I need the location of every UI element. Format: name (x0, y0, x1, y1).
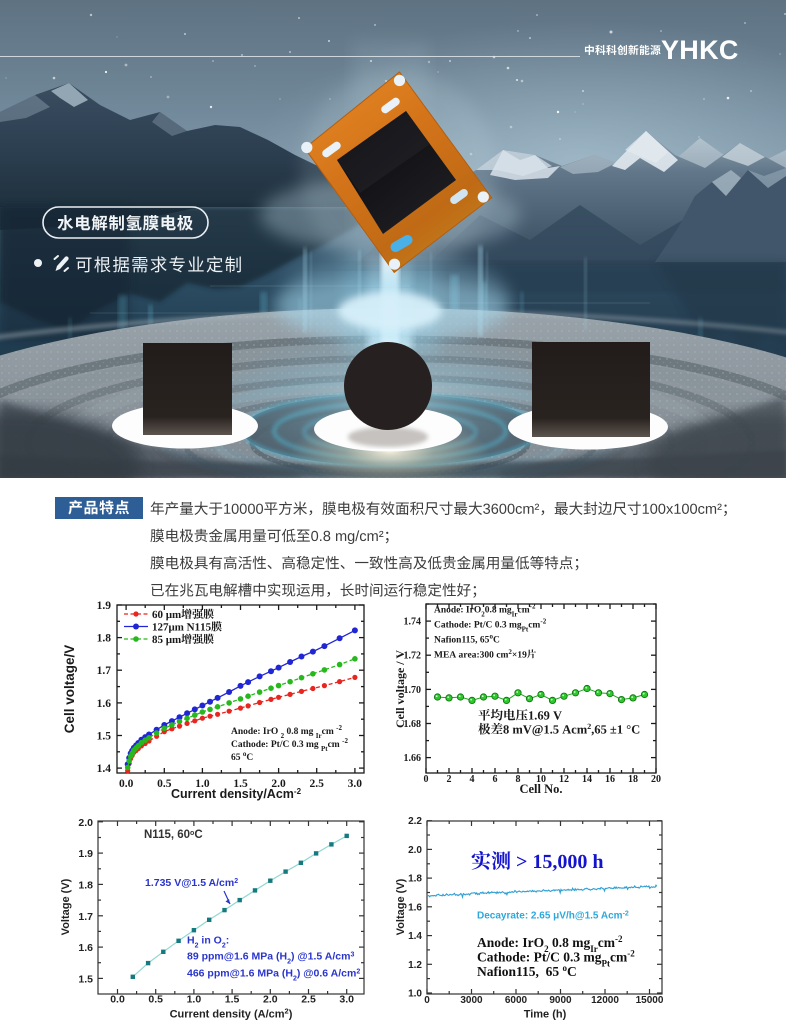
svg-text:65 oC: 65 oC (231, 750, 253, 763)
svg-text:2.2: 2.2 (408, 816, 422, 827)
svg-text:2.5: 2.5 (301, 994, 316, 1006)
svg-text:1.8: 1.8 (78, 879, 93, 891)
svg-text:1.5: 1.5 (78, 973, 93, 985)
svg-text:Anode: IrO20.8 mgIrcm-2: Anode: IrO20.8 mgIrcm-2 (434, 603, 536, 619)
svg-text:0.0: 0.0 (110, 994, 125, 1006)
svg-text:1.0: 1.0 (408, 989, 422, 1000)
svg-text:0: 0 (424, 774, 429, 785)
svg-text:2: 2 (447, 774, 452, 785)
svg-text:12: 12 (559, 774, 569, 785)
svg-text:1.8: 1.8 (97, 633, 112, 645)
svg-text:3.0: 3.0 (348, 778, 363, 790)
svg-text:1.9: 1.9 (97, 600, 112, 612)
svg-text:Anode: IrO 2 0.8 mg Ircm -2: Anode: IrO 2 0.8 mg Ircm -2 (231, 724, 342, 740)
svg-text:8: 8 (516, 774, 521, 785)
svg-text:16: 16 (605, 774, 615, 785)
svg-text:Current density/Acm-2: Current density/Acm-2 (171, 787, 302, 802)
svg-text:15000: 15000 (636, 995, 664, 1006)
svg-text:1.7: 1.7 (97, 665, 112, 677)
svg-text:1.4: 1.4 (97, 763, 112, 775)
svg-text:6000: 6000 (505, 995, 528, 1006)
svg-text:Cathode: Pt/C 0.3 mg Ptcm -2: Cathode: Pt/C 0.3 mg Ptcm -2 (231, 737, 348, 753)
svg-text:10: 10 (536, 774, 546, 785)
svg-text:1.6: 1.6 (97, 698, 112, 710)
svg-text:Anode: IrO2 0.8 mgIrcm-2: Anode: IrO2 0.8 mgIrcm-2 (477, 934, 623, 954)
svg-text:1.4: 1.4 (408, 931, 422, 942)
svg-text:1.6: 1.6 (78, 942, 93, 954)
svg-text:1.72: 1.72 (404, 651, 422, 662)
svg-text:1.2: 1.2 (408, 960, 422, 971)
svg-text:12000: 12000 (591, 995, 619, 1006)
svg-text:N115, 60oC: N115, 60oC (144, 829, 203, 841)
svg-text:466 ppm@1.6 MPa (H2) @0.6 A/cm: 466 ppm@1.6 MPa (H2) @0.6 A/cm2 (187, 968, 360, 983)
svg-text:0.0: 0.0 (119, 778, 134, 790)
svg-text:1.5: 1.5 (233, 778, 248, 790)
svg-text:2.0: 2.0 (263, 994, 278, 1006)
svg-text:89 ppm@1.6 MPa (H2) @1.5 A/cm3: 89 ppm@1.6 MPa (H2) @1.5 A/cm3 (187, 951, 354, 966)
svg-text:1.6: 1.6 (408, 902, 422, 913)
svg-text:2.0: 2.0 (78, 817, 93, 829)
svg-text:1.66: 1.66 (404, 753, 422, 764)
svg-text:1.7: 1.7 (78, 911, 93, 923)
svg-text:2.0: 2.0 (408, 845, 422, 856)
svg-text:1.74: 1.74 (404, 617, 422, 628)
svg-text:Nafion115, 65 oC: Nafion115, 65 oC (477, 963, 577, 979)
svg-text:Cathode: Pt/C 0.3 mgPtcm-2: Cathode: Pt/C 0.3 mgPtcm-2 (477, 949, 635, 969)
svg-text:1.9: 1.9 (78, 848, 93, 860)
svg-text:2.5: 2.5 (310, 778, 325, 790)
svg-text:Cell No.: Cell No. (519, 782, 562, 796)
svg-text:3000: 3000 (460, 995, 483, 1006)
svg-text:Time (h): Time (h) (524, 1009, 567, 1021)
svg-text:1.70: 1.70 (404, 685, 422, 696)
svg-text:Cell voltage / V: Cell voltage / V (393, 650, 407, 728)
svg-text:Current density (A/cm2): Current density (A/cm2) (170, 1006, 293, 1021)
svg-text:1.0: 1.0 (187, 994, 202, 1006)
svg-text:Voltage (V): Voltage (V) (60, 878, 72, 935)
svg-text:1.68: 1.68 (404, 719, 422, 730)
svg-text:Cell voltage/V: Cell voltage/V (62, 645, 77, 734)
svg-text:0.5: 0.5 (148, 994, 163, 1006)
svg-text:YHKC: YHKC (661, 35, 739, 65)
svg-text:1.8: 1.8 (408, 874, 422, 885)
svg-text:1.5: 1.5 (97, 730, 112, 742)
svg-text:4: 4 (470, 774, 475, 785)
svg-text:14: 14 (582, 774, 592, 785)
svg-text:0.5: 0.5 (157, 778, 172, 790)
svg-text:1.0: 1.0 (195, 778, 210, 790)
svg-text:Cathode: Pt/C 0.3 mgPtcm-2: Cathode: Pt/C 0.3 mgPtcm-2 (434, 618, 547, 634)
svg-text:6: 6 (493, 774, 498, 785)
svg-text:0: 0 (424, 995, 430, 1006)
svg-text:9000: 9000 (549, 995, 572, 1006)
svg-text:1.5: 1.5 (225, 994, 240, 1006)
svg-text:2.0: 2.0 (271, 778, 286, 790)
svg-text:18: 18 (628, 774, 638, 785)
svg-text:Decayrate: 2.65 μV/h@1.5 Acm-2: Decayrate: 2.65 μV/h@1.5 Acm-2 (477, 910, 629, 922)
svg-text:Nafion115, 65oC: Nafion115, 65oC (434, 633, 500, 646)
svg-text:1.735 V@1.5 A/cm2: 1.735 V@1.5 A/cm2 (145, 877, 238, 889)
svg-text:H2 in O2:: H2 in O2: (187, 935, 229, 950)
svg-text:Voltage (V): Voltage (V) (395, 878, 407, 935)
svg-text:3.0: 3.0 (339, 994, 354, 1006)
svg-text:20: 20 (651, 774, 661, 785)
